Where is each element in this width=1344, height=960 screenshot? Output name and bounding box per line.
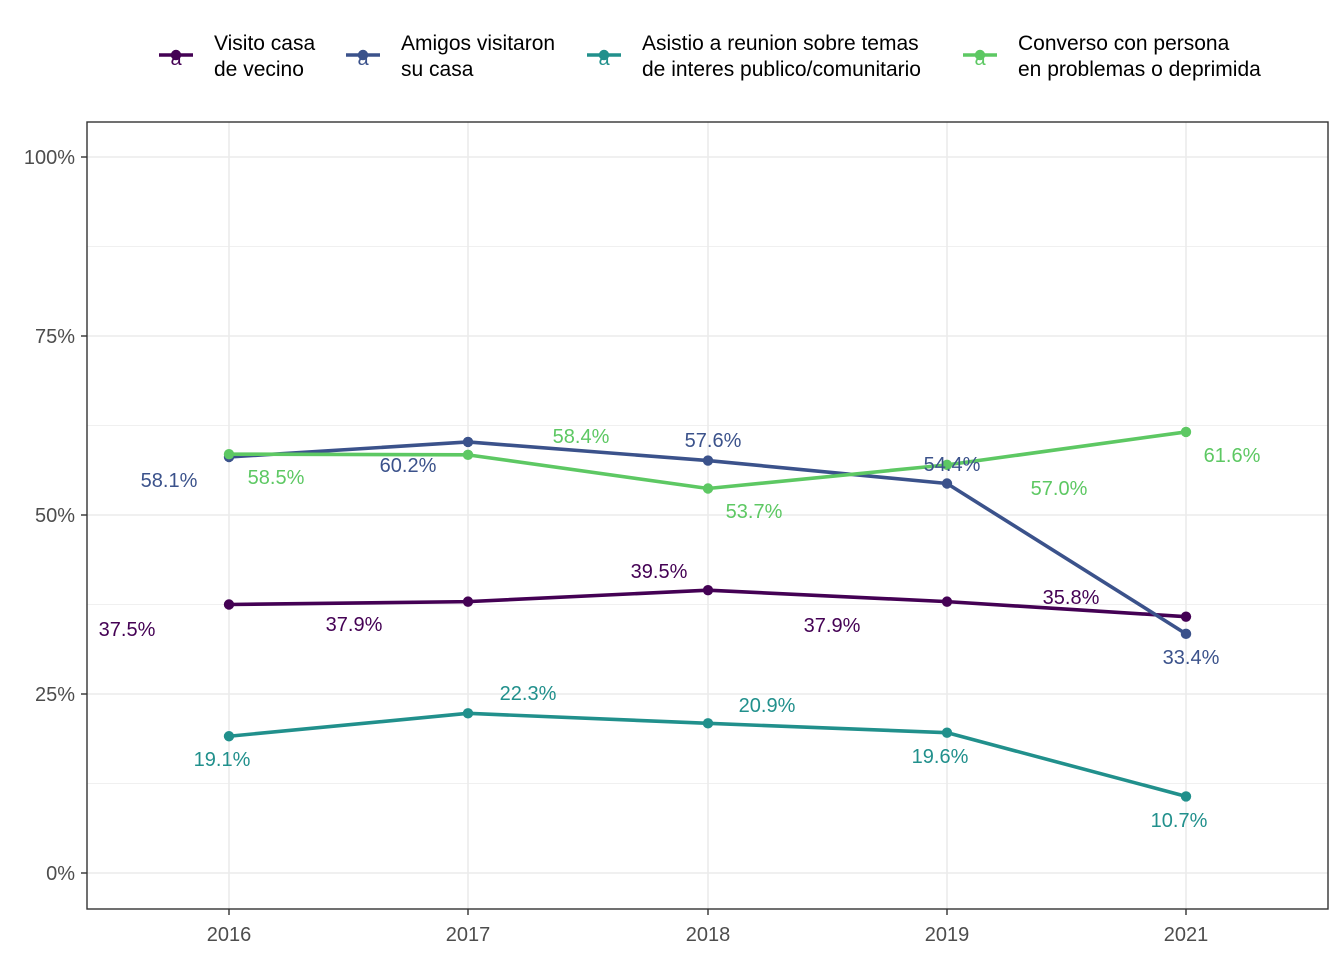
legend-label-3-line-0: Converso con persona xyxy=(1018,32,1230,55)
data-label-s2-0: 19.1% xyxy=(194,749,251,771)
legend-key-text-glyph-2: a xyxy=(598,48,610,70)
data-label-s2-2: 20.9% xyxy=(739,695,796,717)
data-label-s2-4: 10.7% xyxy=(1151,810,1208,832)
x-tick-label-1: 2017 xyxy=(446,924,491,946)
data-label-s0-1: 37.9% xyxy=(326,614,383,636)
x-tick-label-4: 2021 xyxy=(1164,924,1209,946)
legend-label-2-line-0: Asistio a reunion sobre temas xyxy=(642,32,919,55)
data-label-s3-3: 57.0% xyxy=(1031,478,1088,500)
data-label-s2-1: 22.3% xyxy=(500,683,557,705)
data-point-s1-2 xyxy=(702,455,714,466)
data-point-s0-0 xyxy=(223,599,235,610)
y-tick-label-4: 100% xyxy=(24,147,75,169)
data-point-s1-4 xyxy=(1180,628,1192,640)
data-point-s0-1 xyxy=(462,596,474,607)
data-label-s3-4: 61.6% xyxy=(1204,445,1261,467)
data-label-s0-2: 39.5% xyxy=(631,561,688,583)
data-label-s2-3: 19.6% xyxy=(912,746,969,768)
legend-key-text-glyph-3: a xyxy=(974,48,986,70)
data-label-s0-0: 37.5% xyxy=(99,619,156,641)
y-tick-label-0: 0% xyxy=(46,863,75,885)
data-point-s0-2 xyxy=(702,584,714,596)
data-point-s1-3 xyxy=(941,478,953,489)
legend-label-1-line-1: su casa xyxy=(401,58,474,81)
data-point-s2-0 xyxy=(223,731,235,742)
data-label-s1-4: 33.4% xyxy=(1163,647,1220,669)
legend-label-0-line-0: Visito casa xyxy=(214,32,315,55)
legend-label-0-line-1: de vecino xyxy=(214,58,304,81)
data-point-s3-1 xyxy=(462,449,474,461)
x-tick-label-3: 2019 xyxy=(925,924,970,946)
data-label-s3-1: 58.4% xyxy=(553,426,610,448)
legend-label-2-line-1: de interes publico/comunitario xyxy=(642,58,921,81)
data-label-s1-0: 58.1% xyxy=(141,470,198,492)
data-point-s2-3 xyxy=(941,727,953,738)
data-label-s1-3: 54.4% xyxy=(924,454,981,476)
x-tick-label-2: 2018 xyxy=(686,924,731,946)
legend-key-text-glyph-0: a xyxy=(170,48,182,70)
data-point-s2-4 xyxy=(1180,791,1192,802)
data-label-s3-0: 58.5% xyxy=(248,467,305,489)
data-label-s3-2: 53.7% xyxy=(726,501,783,523)
data-label-s1-2: 57.6% xyxy=(685,430,742,452)
legend-key-point-3 xyxy=(974,49,986,61)
data-point-s3-0 xyxy=(223,448,235,460)
data-point-s2-2 xyxy=(702,718,714,729)
x-tick-label-0: 2016 xyxy=(207,924,252,946)
data-point-s0-3 xyxy=(941,596,953,607)
legend-key-point-2 xyxy=(598,49,610,61)
data-label-s1-1: 60.2% xyxy=(380,455,437,477)
y-tick-label-3: 75% xyxy=(35,326,75,348)
legend-key-text-glyph-1: a xyxy=(357,48,369,70)
legend-label-1-line-0: Amigos visitaron xyxy=(401,32,555,55)
legend-label-3-line-1: en problemas o deprimida xyxy=(1018,58,1261,81)
data-label-s0-3: 37.9% xyxy=(804,615,861,637)
data-point-s2-1 xyxy=(462,708,474,719)
data-point-s3-4 xyxy=(1180,426,1192,438)
data-point-s3-3 xyxy=(941,459,953,471)
y-tick-label-2: 50% xyxy=(35,505,75,527)
y-tick-label-1: 25% xyxy=(35,684,75,706)
legend-key-point-0 xyxy=(170,49,182,61)
data-point-s1-1 xyxy=(462,436,474,448)
data-label-s0-4: 35.8% xyxy=(1043,587,1100,609)
data-point-s0-4 xyxy=(1180,611,1192,622)
data-point-s3-2 xyxy=(702,483,714,494)
legend-key-point-1 xyxy=(357,49,369,61)
